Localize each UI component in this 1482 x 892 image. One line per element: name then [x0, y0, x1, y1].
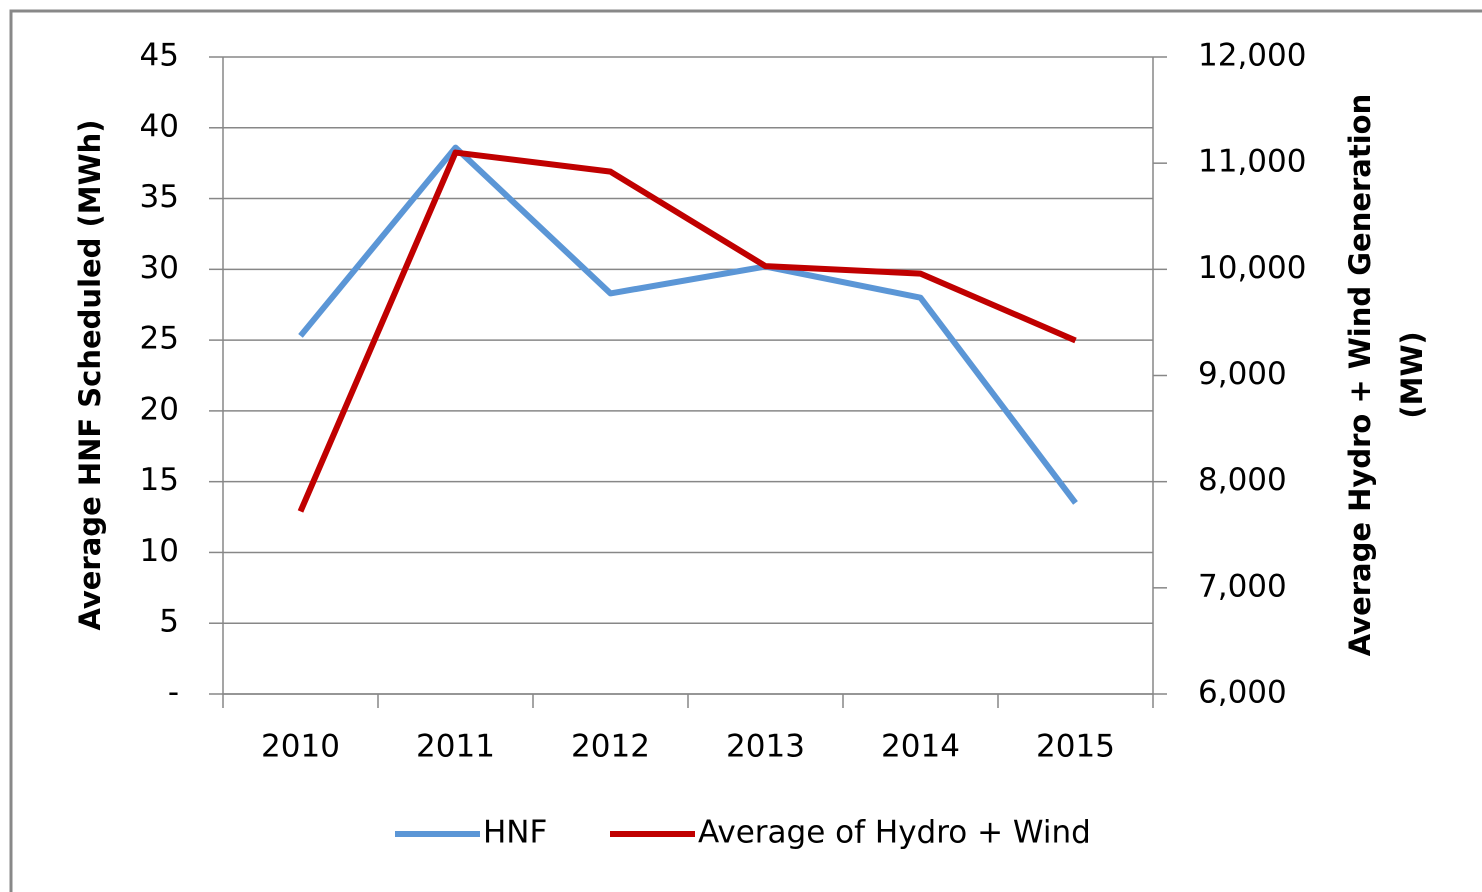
y2-axis-title: (MW) — [1395, 331, 1429, 418]
y2-tick-label: 8,000 — [1198, 462, 1287, 498]
y-tick-label: 10 — [140, 533, 179, 569]
y-tick-label: 30 — [140, 250, 179, 286]
y2-tick-label: 9,000 — [1198, 356, 1287, 392]
legend-label: Average of Hydro + Wind — [698, 815, 1091, 851]
y-tick-label: 40 — [140, 108, 179, 144]
y2-axis-title: Average Hydro + Wind Generation — [1343, 94, 1377, 656]
x-tick-label: 2013 — [726, 729, 805, 765]
x-tick-label: 2012 — [571, 729, 650, 765]
y-tick-label: 15 — [140, 462, 179, 498]
y2-tick-label: 6,000 — [1198, 675, 1287, 711]
series-line — [298, 144, 1078, 505]
legend-label: HNF — [483, 815, 547, 851]
y-tick-label: 20 — [140, 391, 179, 427]
chart-frame — [9, 9, 1482, 892]
y2-tick-label: 10,000 — [1198, 250, 1306, 286]
y-tick-label: 5 — [159, 604, 179, 640]
y-tick-label: - — [168, 675, 179, 711]
y-axis-title: Average HNF Scheduled (MWh) — [73, 119, 107, 630]
x-tick-label: 2010 — [261, 729, 340, 765]
x-tick-label: 2014 — [881, 729, 960, 765]
y-tick-label: 35 — [140, 179, 179, 215]
y2-tick-label: 7,000 — [1198, 568, 1287, 604]
y2-tick-label: 12,000 — [1198, 38, 1306, 74]
series-line — [297, 149, 1077, 513]
y2-tick-label: 11,000 — [1198, 144, 1306, 180]
x-tick-label: 2015 — [1036, 729, 1115, 765]
x-tick-label: 2011 — [416, 729, 495, 765]
y-tick-label: 25 — [140, 321, 179, 357]
y-tick-label: 45 — [140, 38, 179, 74]
